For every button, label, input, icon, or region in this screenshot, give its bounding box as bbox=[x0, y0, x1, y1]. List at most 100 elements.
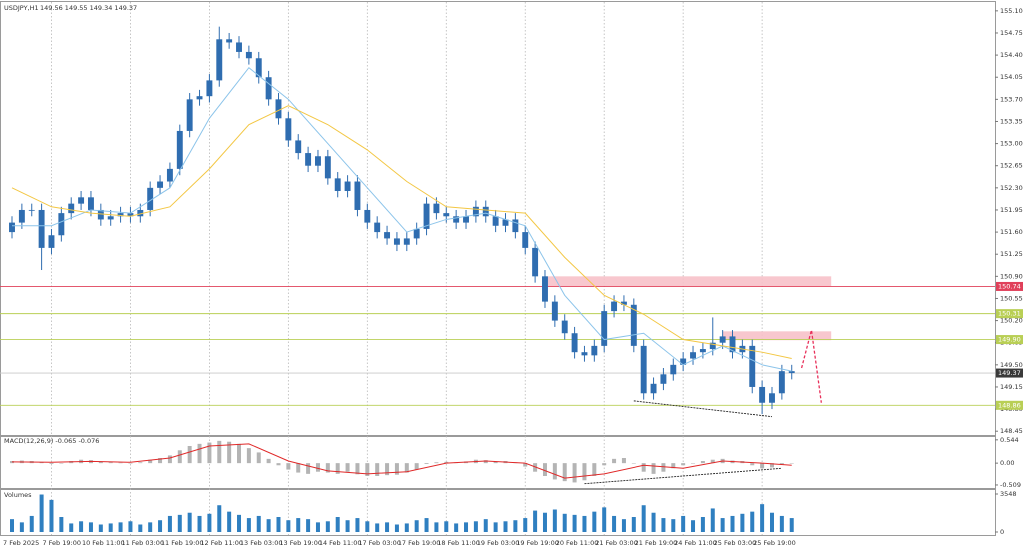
bar bbox=[138, 524, 143, 532]
bar bbox=[750, 511, 755, 532]
price-level-tag bbox=[996, 281, 1023, 291]
bar bbox=[602, 507, 607, 532]
x-tick-label: 18 Feb 11:00 bbox=[437, 539, 480, 547]
bar bbox=[631, 517, 636, 532]
candle-body bbox=[305, 153, 312, 166]
bar bbox=[108, 462, 113, 464]
candle-body bbox=[354, 181, 361, 210]
bar bbox=[641, 463, 646, 472]
candle-body bbox=[334, 178, 341, 192]
bar bbox=[582, 515, 587, 532]
bar bbox=[325, 463, 330, 473]
candle-body bbox=[729, 336, 736, 353]
volume-panel-frame bbox=[0, 489, 996, 536]
y-tick-label: 0.544 bbox=[1000, 436, 1019, 444]
bar bbox=[128, 463, 133, 464]
bar bbox=[454, 523, 459, 532]
bar bbox=[671, 463, 676, 469]
y-tick-label: 0 bbox=[1000, 528, 1004, 536]
bar bbox=[108, 523, 113, 532]
bar bbox=[88, 522, 93, 532]
candle-body bbox=[453, 216, 460, 223]
bar bbox=[207, 513, 212, 532]
bar bbox=[286, 463, 291, 470]
bar bbox=[444, 461, 449, 464]
bar bbox=[217, 440, 222, 464]
x-tick-label: 20 Feb 11:00 bbox=[556, 539, 599, 547]
candle-body bbox=[295, 140, 302, 154]
candle-body bbox=[591, 345, 598, 356]
price-level-label: 149.90 bbox=[998, 336, 1021, 344]
candle-body bbox=[9, 222, 15, 233]
candle-body bbox=[384, 232, 391, 239]
bar bbox=[10, 519, 14, 532]
bar bbox=[730, 515, 735, 532]
bar bbox=[612, 515, 617, 532]
bar bbox=[237, 514, 242, 532]
candle-body bbox=[68, 203, 75, 214]
bar bbox=[523, 463, 528, 467]
y-tick-label: 153.35 bbox=[1000, 117, 1023, 125]
candle-body bbox=[28, 209, 35, 211]
bar bbox=[59, 517, 64, 532]
candle-body bbox=[502, 219, 509, 226]
bar bbox=[651, 512, 656, 532]
candle-body bbox=[759, 386, 766, 403]
candle-body bbox=[769, 393, 775, 403]
bar bbox=[503, 521, 508, 532]
volume-title: Volumes bbox=[4, 491, 32, 499]
bar bbox=[385, 463, 390, 476]
y-tick-label: 149.50 bbox=[1000, 361, 1023, 369]
candle-body bbox=[551, 301, 558, 321]
x-tick-label: 19 Feb 03:00 bbox=[477, 539, 520, 547]
candle-body bbox=[443, 213, 450, 217]
bar bbox=[710, 459, 715, 464]
x-tick-label: 25 Feb 19:00 bbox=[753, 539, 796, 547]
x-tick-label: 12 Feb 11:00 bbox=[200, 539, 243, 547]
bar bbox=[365, 521, 370, 532]
bar bbox=[691, 463, 696, 464]
candle-body bbox=[196, 96, 203, 100]
x-tick-label: 17 Feb 03:00 bbox=[358, 539, 401, 547]
bar bbox=[789, 518, 794, 532]
candle-body bbox=[542, 276, 548, 302]
bar bbox=[306, 519, 311, 532]
bar bbox=[246, 448, 251, 464]
candle-body bbox=[275, 99, 282, 119]
x-tick-label: 21 Feb 19:00 bbox=[635, 539, 678, 547]
candle-body bbox=[492, 216, 499, 226]
bar bbox=[444, 521, 449, 532]
bar bbox=[769, 512, 774, 532]
bar bbox=[533, 510, 538, 532]
bar bbox=[19, 522, 24, 532]
bar bbox=[404, 463, 409, 473]
bar bbox=[720, 518, 725, 532]
moving-average bbox=[11, 105, 792, 360]
x-tick-label: 17 Feb 19:00 bbox=[398, 539, 441, 547]
candle-body bbox=[778, 371, 785, 394]
y-tick-label: 0.00 bbox=[1000, 459, 1014, 467]
bar bbox=[197, 515, 202, 532]
x-tick-label: 13 Feb 19:00 bbox=[279, 539, 322, 547]
candle-body bbox=[650, 383, 657, 394]
bar bbox=[49, 463, 54, 464]
candle-body bbox=[680, 358, 687, 365]
bar bbox=[256, 515, 261, 532]
bar bbox=[414, 463, 419, 470]
candle-body bbox=[18, 209, 25, 223]
candle-body bbox=[630, 304, 637, 346]
price-level-label: 150.74 bbox=[998, 282, 1021, 290]
x-tick-label: 21 Feb 03:00 bbox=[595, 539, 638, 547]
bar bbox=[118, 462, 123, 464]
bar bbox=[227, 511, 232, 532]
bar bbox=[266, 519, 271, 532]
y-tick-label: 152.30 bbox=[1000, 184, 1023, 192]
candle-body bbox=[403, 238, 410, 245]
bar bbox=[493, 461, 498, 464]
candle-body bbox=[512, 219, 519, 233]
candle-body bbox=[87, 197, 94, 210]
x-tick-label: 10 Feb 11:00 bbox=[82, 539, 125, 547]
candle-body bbox=[107, 216, 114, 220]
candle-body bbox=[117, 213, 124, 217]
candle-body bbox=[374, 222, 381, 233]
